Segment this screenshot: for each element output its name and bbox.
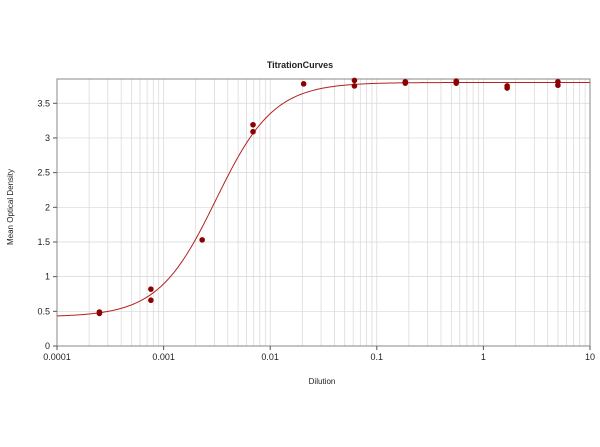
plot-area: [56, 78, 591, 347]
data-point: [351, 83, 358, 89]
data-point: [148, 286, 154, 292]
x-tick-label: 0.1: [371, 352, 384, 362]
data-point: [453, 78, 460, 84]
x-axis-label: Dilution: [309, 377, 336, 386]
grid-lines: [56, 79, 590, 347]
x-tick-label: 0.001: [152, 352, 175, 362]
y-tick-label: 1: [45, 272, 50, 282]
y-tick-label: 2: [45, 202, 50, 212]
data-points: [96, 77, 561, 317]
data-point: [148, 297, 154, 304]
data-point: [351, 77, 358, 84]
fit-curve: [56, 81, 590, 317]
data-point: [96, 309, 103, 315]
x-tick-label: 1: [481, 352, 486, 362]
y-axis-label: Mean Optical Density: [6, 169, 15, 245]
y-tick-label: 1.5: [37, 237, 50, 247]
data-point: [250, 128, 256, 135]
y-tick-label: 3: [45, 133, 50, 143]
data-point: [250, 121, 256, 128]
chart-title: TitrationCurves: [267, 60, 333, 70]
x-tick-label: 0.0001: [43, 352, 71, 362]
y-tick-label: 0.5: [37, 306, 50, 316]
data-point: [300, 81, 307, 87]
y-tick-label: 2.5: [37, 168, 50, 178]
data-point: [199, 237, 205, 243]
x-axis: 0.0001 0.001 0.01 0.1 1 10: [43, 346, 595, 362]
x-tick-label: 0.01: [261, 352, 279, 362]
data-point: [402, 78, 409, 85]
y-tick-label: 3.5: [37, 98, 50, 108]
y-axis: 0 0.5 1 1.5 2 2.5 3 3.5: [37, 98, 57, 351]
x-tick-label: 10: [585, 352, 595, 362]
y-tick-label: 0: [45, 341, 50, 351]
data-point: [504, 83, 510, 89]
data-point: [555, 78, 561, 85]
